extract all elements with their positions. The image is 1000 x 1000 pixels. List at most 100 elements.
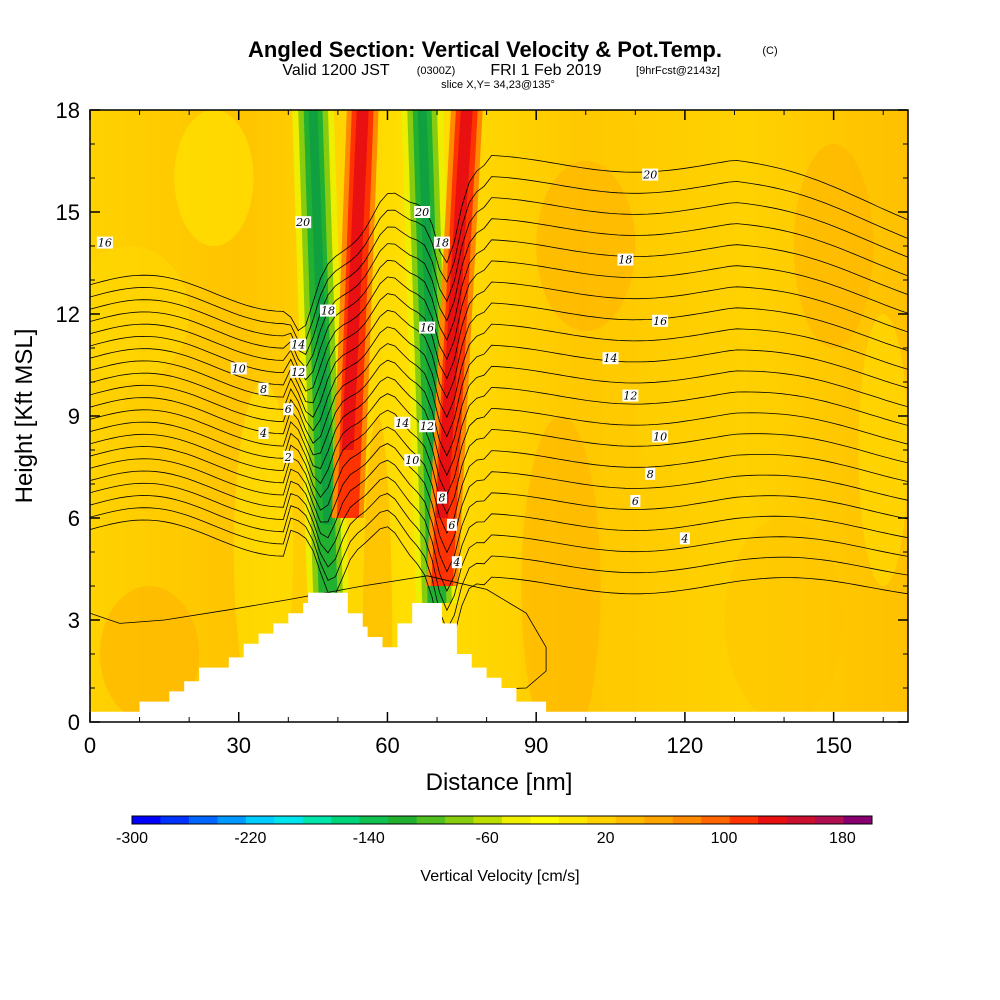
contour-label-text: 20 (414, 206, 429, 219)
contour-label-text: 2 (284, 451, 292, 464)
contour-label-text: 18 (435, 237, 449, 250)
contour-label: 16 (96, 236, 113, 250)
contour-label-text: 10 (232, 362, 246, 375)
y-tick-label: 3 (68, 608, 80, 633)
contour-label-text: 12 (623, 390, 637, 403)
contour-label-bg (436, 491, 447, 504)
contour-line (90, 239, 908, 381)
y-tick-label: 15 (56, 200, 80, 225)
colorbar-tick-label: -300 (116, 830, 148, 847)
updraft-band-core (436, 110, 473, 518)
contour-label-bg (258, 382, 269, 395)
contour-label-bg (404, 454, 421, 467)
contour-line (90, 323, 908, 432)
contour-label-bg (645, 467, 656, 480)
colorbar-swatch (729, 816, 759, 824)
field-patch (858, 314, 908, 586)
contour-line (90, 302, 908, 418)
contour-label-text: 10 (653, 430, 667, 443)
contour-label: 14 (290, 338, 307, 352)
contour-label-text: 18 (321, 305, 335, 318)
slice-info: slice X,Y= 34,23@135° (441, 79, 555, 91)
contour-label: 4 (679, 532, 690, 545)
field-patch (99, 586, 200, 722)
colorbar-swatch (302, 816, 332, 824)
contour-label-text: 14 (604, 352, 618, 365)
contour-line (90, 443, 908, 554)
field-patch (174, 110, 254, 246)
plot-area: 2 4 4 4 6 6 6 8 8 8 10 10 10 12 12 12 14 14 14 16 16 16 18 18 18… (90, 110, 908, 722)
contour-line (90, 359, 908, 457)
colorbar-swatch (274, 816, 304, 824)
contour-line (90, 507, 908, 631)
contour-label: 10 (230, 362, 247, 375)
contour-line (90, 176, 908, 342)
colorbar-swatch (473, 816, 503, 824)
y-tick-label: 12 (56, 302, 80, 327)
contour-label-bg (602, 352, 619, 365)
contour-label: 14 (394, 416, 411, 430)
contour-label: 8 (436, 491, 447, 505)
colorbar-label: Vertical Velocity [cm/s] (420, 868, 579, 885)
colorbar-swatch (416, 816, 446, 824)
contour-label-bg (290, 338, 307, 351)
contour-label: 4 (258, 427, 269, 440)
contour-line (90, 476, 908, 592)
contour-label-text: 6 (285, 403, 292, 416)
contour-label-text: 10 (405, 454, 419, 467)
colorbar-swatch (217, 816, 247, 824)
contour-label: 8 (645, 467, 656, 481)
contour-label-text: 18 (618, 254, 632, 267)
colorbar-tick-label: 180 (829, 830, 856, 847)
colorbar-swatch (672, 816, 702, 824)
contour-line (90, 409, 908, 515)
contour-label: 20 (642, 168, 659, 182)
contour-line (90, 281, 908, 404)
x-tick-label: 60 (375, 733, 399, 758)
contour-line (90, 519, 908, 650)
contour-label-bg (630, 495, 641, 507)
contour-label: 14 (602, 352, 619, 365)
contour-label-text: 14 (395, 417, 409, 430)
contour-label: 16 (652, 314, 669, 328)
contour-line (90, 218, 908, 369)
updraft-band-core (341, 110, 369, 450)
colorbar-swatch (815, 816, 845, 824)
contour-label-text: 14 (291, 339, 305, 352)
contour-label-text: 4 (680, 532, 688, 545)
contour-label: 2 (283, 450, 294, 464)
contour-line (90, 343, 908, 444)
subtitle-utc: (0300Z) (417, 65, 456, 77)
contour-label-bg (679, 532, 690, 545)
contour-lines (90, 155, 908, 692)
contour-label-bg (419, 321, 436, 334)
contour-label-text: 20 (642, 169, 657, 182)
contour-label-text: 8 (260, 383, 267, 396)
contour-label: 8 (258, 382, 269, 396)
contour-label-bg (446, 518, 457, 531)
y-tick-label: 6 (68, 506, 80, 531)
colorbar-swatch (388, 816, 418, 824)
colorbar-swatch (188, 816, 218, 824)
colorbar-swatch (502, 816, 531, 824)
contour-label: 20 (295, 216, 312, 229)
contour-label: 10 (404, 454, 421, 467)
contour-label: 20 (414, 206, 431, 219)
contour-line (90, 155, 908, 332)
colorbar-swatch (758, 816, 788, 824)
contour-label: 18 (319, 304, 336, 318)
colorbar-swatch (160, 816, 190, 824)
contour-label-text: 4 (259, 427, 267, 440)
axis-ticks: 0 30 60 90 120 150 0 3 6 9 12 15 18 (56, 98, 908, 758)
contour-line (90, 376, 908, 477)
colorbar-frame (131, 815, 873, 825)
y-tick-label: 0 (68, 710, 80, 735)
field-patch (90, 246, 190, 382)
field-patch (724, 518, 844, 722)
contour-label-text: 16 (653, 315, 667, 328)
subtitle-valid: Valid 1200 JST (282, 62, 390, 79)
contour-label: 12 (622, 389, 639, 403)
contour-label: 6 (630, 495, 641, 508)
colorbar-swatch (786, 816, 816, 824)
contour-label-text: 12 (420, 420, 434, 433)
